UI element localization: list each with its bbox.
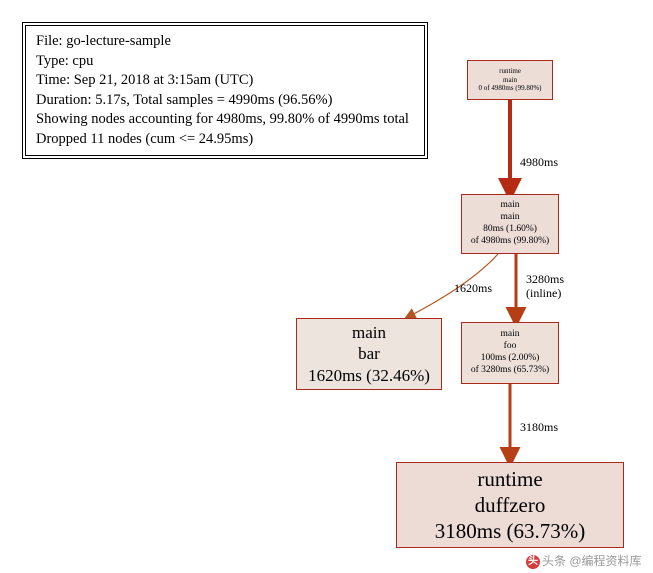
node-line: 1620ms (32.46%) (308, 365, 430, 386)
node-line: of 4980ms (99.80%) (471, 236, 549, 248)
profile-info-inner: File: go-lecture-sample Type: cpu Time: … (25, 25, 425, 156)
profile-info-box: File: go-lecture-sample Type: cpu Time: … (22, 22, 428, 159)
node-line: 3180ms (63.73%) (435, 518, 586, 544)
info-line: Dropped 11 nodes (cum <= 24.95ms) (36, 130, 414, 150)
node-line: duffzero (475, 492, 546, 518)
node-line: 100ms (2.00%) (481, 353, 540, 365)
node-line: main (352, 322, 386, 343)
node-line: main (501, 329, 520, 341)
node-main-bar: mainbar1620ms (32.46%) (296, 318, 442, 390)
node-line: of 3280ms (65.73%) (471, 365, 549, 377)
node-main-foo: mainfoo100ms (2.00%)of 3280ms (65.73%) (461, 322, 559, 384)
node-line: 0 of 4980ms (99.80%) (479, 84, 542, 93)
node-line: runtime (477, 466, 542, 492)
node-line: main (503, 76, 517, 85)
watermark-text: 头条 @编程资料库 (542, 554, 642, 568)
info-line: File: go-lecture-sample (36, 32, 414, 52)
edge-label: 3180ms (520, 420, 558, 434)
watermark: 头头条 @编程资料库 (526, 552, 642, 569)
node-main-main: mainmain80ms (1.60%)of 4980ms (99.80%) (461, 194, 559, 254)
info-line: Showing nodes accounting for 4980ms, 99.… (36, 110, 414, 130)
info-line: Type: cpu (36, 52, 414, 72)
node-line: 80ms (1.60%) (483, 224, 537, 236)
node-line: runtime (499, 67, 521, 76)
node-line: main (501, 200, 520, 212)
node-line: main (501, 212, 520, 224)
node-runtime-duffzero: runtimeduffzero3180ms (63.73%) (396, 462, 624, 548)
node-line: bar (358, 343, 380, 364)
node-line: foo (504, 341, 517, 353)
edge-label: 3280ms(inline) (526, 272, 564, 301)
edge-label: 4980ms (520, 155, 558, 169)
edge-label: 1620ms (454, 281, 492, 295)
node-runtime-main: runtimemain0 of 4980ms (99.80%) (467, 60, 553, 100)
info-line: Time: Sep 21, 2018 at 3:15am (UTC) (36, 71, 414, 91)
info-line: Duration: 5.17s, Total samples = 4990ms … (36, 91, 414, 111)
watermark-icon: 头 (526, 555, 540, 569)
